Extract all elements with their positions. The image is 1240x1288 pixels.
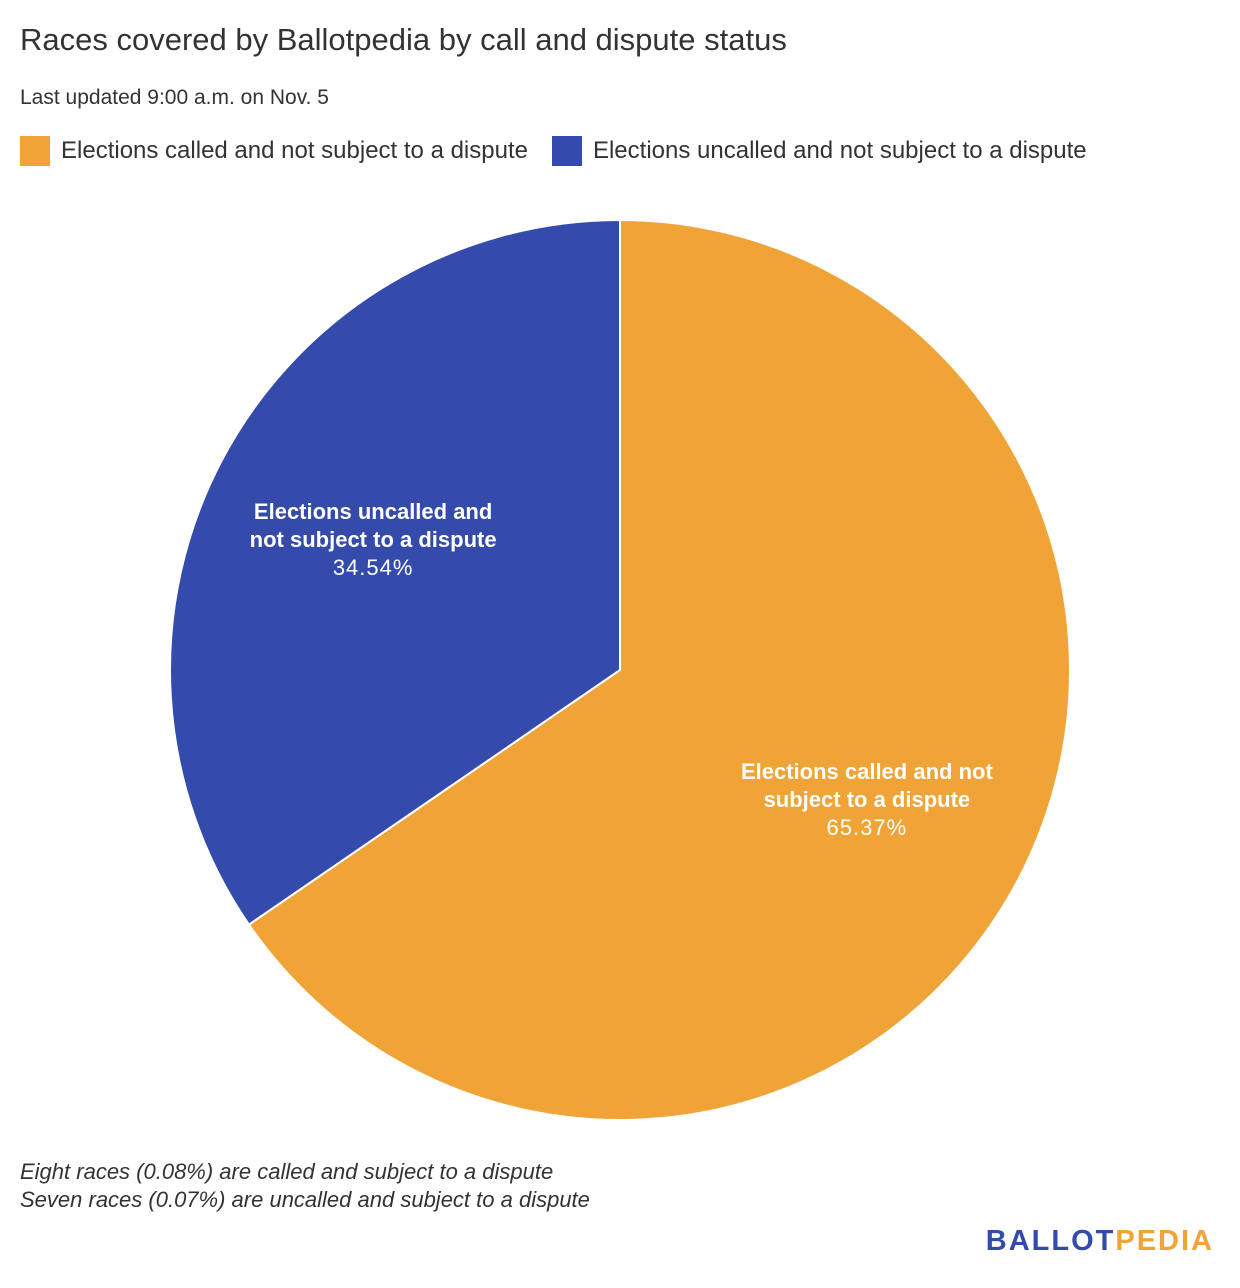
chart-footnotes: Eight races (0.08%) are called and subje… (20, 1158, 590, 1214)
logo-text-pedia: PEDIA (1115, 1225, 1214, 1257)
chart-legend: Elections called and not subject to a di… (20, 136, 1111, 166)
slice-label-uncalled-value: 34.54% (332, 554, 414, 580)
legend-label-called: Elections called and not subject to a di… (61, 137, 528, 164)
slice-label-uncalled-name: Elections uncalled and not subject to a … (249, 498, 497, 552)
pie-slice-uncalled[interactable] (169, 218, 621, 926)
legend-swatch-uncalled (551, 136, 582, 166)
logo-text-ballot: BALLOT (985, 1225, 1116, 1257)
pie-slice-called[interactable] (247, 218, 1071, 1121)
footnote-uncalled-disputed: Seven races (0.07%) are uncalled and sub… (20, 1187, 590, 1212)
slice-label-called-name: Elections called and not subject to a di… (740, 759, 993, 812)
legend-item-called[interactable]: Elections called and not subject to a di… (20, 136, 528, 166)
chart-subtitle: Last updated 9:00 a.m. on Nov. 5 (20, 86, 329, 109)
legend-swatch-called (20, 136, 50, 166)
footnote-called-disputed: Eight races (0.08%) are called and subje… (20, 1159, 554, 1184)
slice-label-uncalled: Elections uncalled and not subject to a … (243, 498, 503, 582)
legend-label-uncalled: Elections uncalled and not subject to a … (592, 137, 1087, 164)
chart-title: Races covered by Ballotpedia by call and… (20, 22, 787, 57)
legend-item-uncalled[interactable]: Elections uncalled and not subject to a … (551, 136, 1087, 166)
slice-label-called-value: 65.37% (826, 815, 908, 840)
slice-label-called: Elections called and not subject to a di… (737, 758, 997, 842)
ballotpedia-logo[interactable]: BALLOTPEDIA (986, 1225, 1214, 1258)
